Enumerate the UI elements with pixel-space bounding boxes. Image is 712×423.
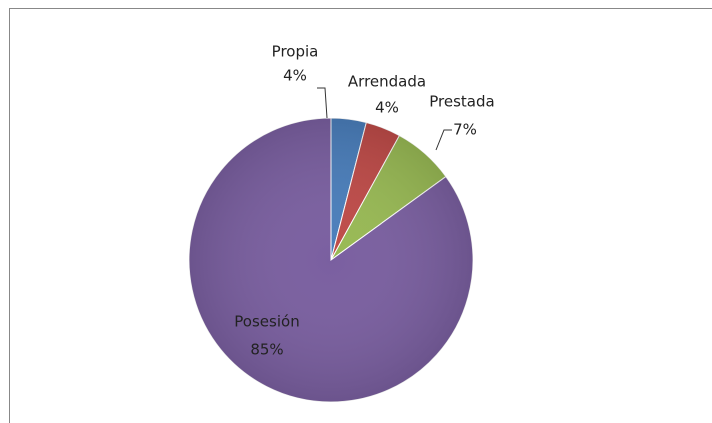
slice-value-label: 4% <box>375 99 399 117</box>
slice-value-label: 4% <box>283 67 307 85</box>
leader-line <box>435 129 452 151</box>
slice-label: Arrendada <box>348 73 426 91</box>
slice-value-label: 85% <box>250 341 283 359</box>
slice-label: Propia <box>272 43 319 61</box>
slice-label: Posesión <box>234 313 299 331</box>
slice-label: Prestada <box>429 93 494 111</box>
slice-value-label: 7% <box>453 121 477 139</box>
leader-line <box>317 87 328 119</box>
